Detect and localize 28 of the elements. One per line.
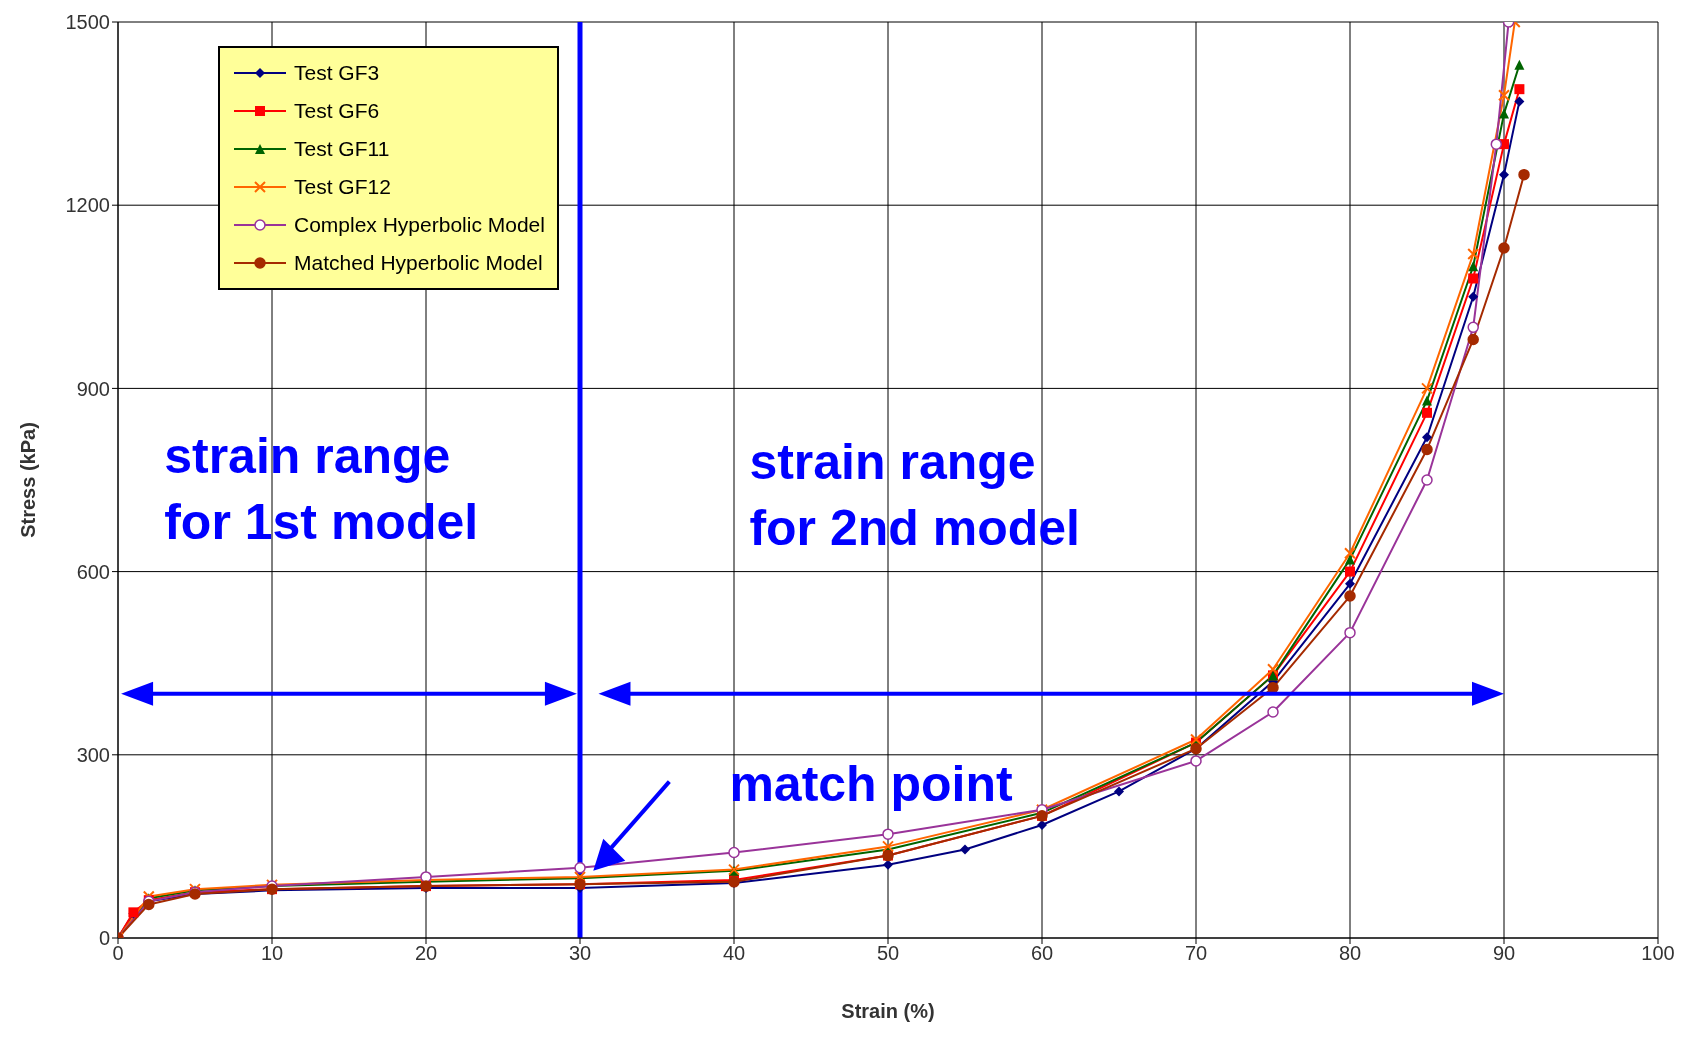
x-tick-label: 100 <box>1641 942 1675 965</box>
x-tick-label: 50 <box>876 942 900 965</box>
legend-label: Test GF6 <box>294 98 380 124</box>
x-axis-title: Strain (%) <box>841 1000 935 1022</box>
y-tick-label: 600 <box>76 560 110 583</box>
x-tick-label: 70 <box>1184 942 1208 965</box>
x-tick-label: 0 <box>112 942 124 965</box>
y-tick-label: 1500 <box>65 11 110 34</box>
y-tick-label: 900 <box>76 377 110 400</box>
legend-label: Test GF12 <box>294 174 391 200</box>
y-axis-title: Stress (kPa) <box>17 422 40 538</box>
x-tick-label: 20 <box>414 942 438 965</box>
x-tick-label: 40 <box>722 942 746 965</box>
annotation: match point <box>729 755 1014 815</box>
x-tick-label: 80 <box>1338 942 1362 965</box>
y-tick-label: 1200 <box>65 194 110 217</box>
legend-label: Test GF11 <box>294 136 390 162</box>
annotation: strain range for 2nd model <box>749 432 1081 558</box>
legend-label: Complex Hyperbolic Model <box>294 212 545 238</box>
legend-label: Matched Hyperbolic Model <box>294 250 543 276</box>
x-tick-label: 60 <box>1030 942 1054 965</box>
x-tick-label: 90 <box>1492 942 1516 965</box>
x-tick-label: 30 <box>568 942 592 965</box>
x-tick-label: 10 <box>260 942 284 965</box>
annotation: strain range for 1st model <box>164 426 480 552</box>
y-tick-label: 0 <box>98 927 110 950</box>
y-tick-label: 300 <box>76 743 110 766</box>
legend-label: Test GF3 <box>294 60 380 86</box>
